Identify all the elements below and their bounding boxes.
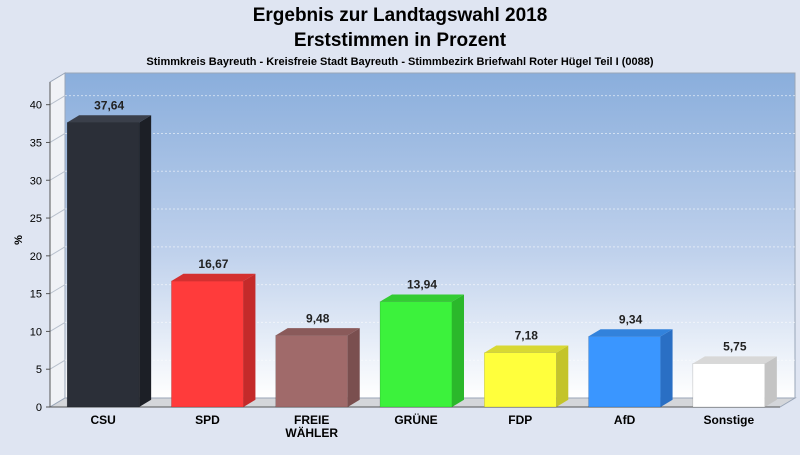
grid-line-side bbox=[49, 95, 66, 106]
grid-line-side bbox=[49, 208, 66, 219]
bar-top bbox=[484, 345, 569, 353]
x-tick-label: SPD bbox=[195, 413, 220, 427]
plot-area: 0 5 10 15 20 25 30 35 40 37,64 CSU 16,67 SPD 9,48 FREI… bbox=[30, 72, 797, 440]
x-tick-label: FDP bbox=[508, 413, 532, 427]
bar bbox=[171, 280, 244, 408]
x-tick-label: GRÜNE bbox=[394, 412, 437, 427]
bar-side bbox=[243, 273, 256, 407]
bar-top bbox=[588, 329, 673, 337]
chart-title: Ergebnis zur Landtagswahl 2018 bbox=[253, 5, 548, 26]
bar-side bbox=[556, 345, 569, 407]
bar bbox=[275, 335, 348, 408]
data-label: 7,18 bbox=[515, 329, 539, 343]
chart-caption: Stimmkreis Bayreuth - Kreisfreie Stadt B… bbox=[146, 56, 653, 68]
bar-top bbox=[380, 294, 464, 302]
chart-subtitle: Erststimmen in Prozent bbox=[294, 30, 507, 51]
y-tick-label: 30 bbox=[30, 175, 42, 187]
data-label: 16,67 bbox=[198, 257, 228, 271]
x-tick-label: AfD bbox=[614, 413, 636, 427]
x-tick-label: Sonstige bbox=[704, 413, 755, 427]
bar-side bbox=[452, 294, 464, 407]
x-tick-label: WÄHLER bbox=[285, 425, 338, 440]
bar-top bbox=[275, 328, 360, 336]
bar-top bbox=[692, 356, 777, 364]
bar-top bbox=[171, 273, 256, 282]
bar bbox=[66, 122, 140, 408]
data-label: 9,48 bbox=[306, 311, 330, 325]
bar bbox=[484, 352, 557, 408]
bar-side bbox=[347, 328, 360, 407]
data-label: 9,34 bbox=[619, 312, 643, 326]
y-tick-label: 35 bbox=[30, 137, 42, 149]
y-tick-label: 10 bbox=[30, 326, 42, 338]
y-tick-label: 5 bbox=[36, 364, 42, 376]
bar bbox=[379, 301, 453, 408]
plot-side-wall bbox=[49, 72, 66, 408]
y-tick-label: 25 bbox=[30, 213, 42, 225]
y-axis-label: % bbox=[13, 235, 25, 245]
data-label: 37,64 bbox=[94, 99, 124, 113]
bar bbox=[588, 336, 661, 408]
x-tick-label: FREIE bbox=[294, 413, 329, 427]
grid-line-side bbox=[49, 321, 66, 332]
grid-line-side bbox=[49, 133, 66, 143]
y-tick-label: 20 bbox=[30, 251, 42, 263]
x-tick-label: CSU bbox=[90, 413, 115, 427]
y-tick-label: 40 bbox=[30, 100, 42, 112]
bar bbox=[692, 363, 766, 408]
bar-side bbox=[660, 329, 673, 407]
bar-top bbox=[67, 115, 152, 123]
y-tick-label: 15 bbox=[30, 289, 42, 301]
data-label: 5,75 bbox=[723, 340, 747, 354]
grid-line-side bbox=[49, 359, 66, 370]
grid-line-side bbox=[49, 246, 66, 257]
y-tick-label: 0 bbox=[36, 402, 42, 414]
bar-side bbox=[139, 115, 152, 407]
bar-side bbox=[764, 356, 777, 407]
grid-line-side bbox=[49, 170, 66, 181]
data-label: 13,94 bbox=[407, 278, 437, 292]
grid-line-side bbox=[49, 284, 66, 295]
